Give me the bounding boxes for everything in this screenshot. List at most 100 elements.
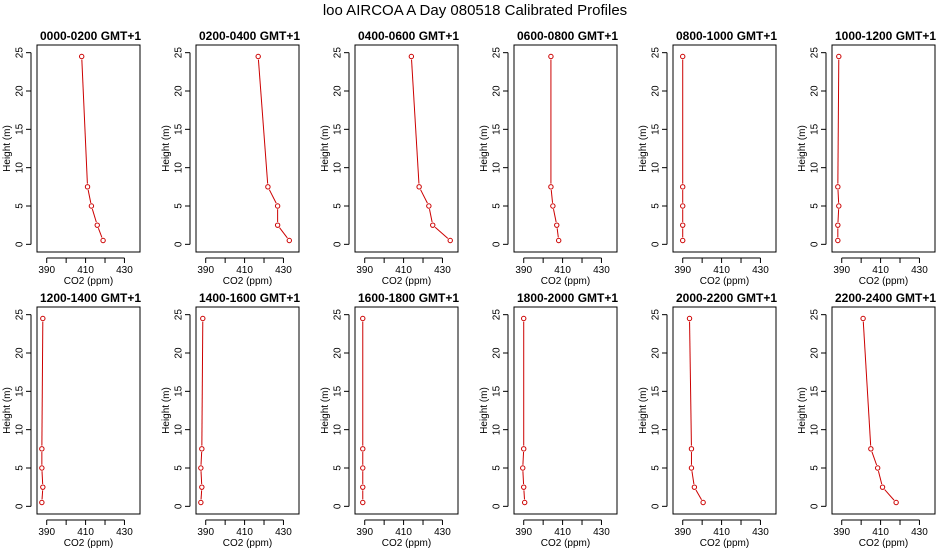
panel-title: 1000-1200 GMT+1 bbox=[835, 29, 936, 43]
profile-segment bbox=[837, 190, 840, 203]
profile-segment bbox=[871, 451, 878, 466]
data-point bbox=[198, 465, 204, 471]
x-tick-label: 410 bbox=[554, 527, 571, 538]
data-point bbox=[686, 315, 693, 322]
y-axis-label: Height (m) bbox=[797, 125, 808, 172]
data-point bbox=[360, 446, 366, 452]
data-point bbox=[554, 222, 560, 228]
plot-frame bbox=[513, 44, 618, 253]
y-tick-label: 20 bbox=[174, 347, 185, 359]
plot-frame bbox=[672, 44, 777, 253]
x-tick-label: 410 bbox=[713, 265, 730, 276]
data-point bbox=[360, 499, 366, 506]
panel-title: 0000-0200 GMT+1 bbox=[40, 29, 141, 43]
y-axis-label: Height (m) bbox=[638, 387, 649, 434]
y-tick-label: 15 bbox=[333, 385, 344, 397]
x-tick-label: 410 bbox=[236, 265, 253, 276]
data-point bbox=[286, 237, 292, 244]
y-tick-label: 15 bbox=[492, 385, 503, 397]
profile-segment bbox=[523, 490, 525, 500]
plot-frame bbox=[36, 44, 141, 253]
y-tick-label: 25 bbox=[492, 309, 503, 321]
profile-segment bbox=[837, 209, 840, 222]
y-tick-label: 25 bbox=[15, 47, 26, 59]
data-point bbox=[426, 203, 432, 209]
y-tick-label: 10 bbox=[810, 424, 821, 436]
y-tick-label: 10 bbox=[810, 162, 821, 174]
plot-frame bbox=[831, 306, 936, 515]
data-point bbox=[274, 222, 281, 228]
x-axis-label: CO2 (ppm) bbox=[64, 276, 113, 287]
y-tick-label: 20 bbox=[15, 85, 26, 97]
x-tick-label: 390 bbox=[515, 265, 532, 276]
x-tick-label: 390 bbox=[833, 265, 850, 276]
y-tick-label: 0 bbox=[810, 241, 821, 247]
x-tick-label: 430 bbox=[593, 527, 610, 538]
plot-frame bbox=[195, 44, 300, 253]
data-point bbox=[521, 499, 528, 506]
x-tick-label: 410 bbox=[554, 265, 571, 276]
y-tick-label: 25 bbox=[15, 309, 26, 321]
data-point bbox=[835, 237, 841, 244]
data-point bbox=[548, 184, 554, 190]
x-axis-label: CO2 (ppm) bbox=[223, 276, 272, 287]
y-tick-label: 10 bbox=[492, 162, 503, 174]
y-tick-label: 20 bbox=[810, 85, 821, 97]
data-point bbox=[550, 203, 556, 209]
y-axis-label: Height (m) bbox=[797, 387, 808, 434]
profile-segment bbox=[420, 189, 428, 204]
y-tick-label: 5 bbox=[810, 203, 821, 209]
data-point bbox=[688, 465, 695, 471]
data-point bbox=[40, 484, 46, 490]
y-tick-label: 10 bbox=[15, 162, 26, 174]
y-tick-label: 5 bbox=[651, 203, 662, 209]
data-point bbox=[835, 222, 841, 228]
y-tick-label: 0 bbox=[174, 241, 185, 247]
x-tick-label: 390 bbox=[674, 265, 691, 276]
x-tick-label: 410 bbox=[395, 527, 412, 538]
profile-segment bbox=[695, 489, 702, 500]
y-tick-label: 10 bbox=[333, 424, 344, 436]
y-tick-label: 5 bbox=[15, 203, 26, 209]
data-point bbox=[680, 203, 686, 209]
y-tick-label: 20 bbox=[810, 347, 821, 359]
y-axis-label: Height (m) bbox=[161, 387, 172, 434]
x-axis-label: CO2 (ppm) bbox=[541, 276, 590, 287]
profile-segment bbox=[41, 321, 44, 446]
panel-title: 1200-1400 GMT+1 bbox=[40, 291, 141, 305]
y-tick-label: 5 bbox=[333, 203, 344, 209]
profile-segment bbox=[556, 228, 559, 238]
data-point bbox=[39, 446, 45, 452]
y-tick-label: 25 bbox=[492, 47, 503, 59]
data-point bbox=[199, 484, 205, 490]
profile-segment bbox=[522, 471, 525, 484]
y-tick-label: 5 bbox=[651, 465, 662, 471]
panel-title: 2200-2400 GMT+1 bbox=[835, 291, 936, 305]
plot-frame bbox=[354, 306, 459, 515]
profile-segment bbox=[268, 189, 277, 204]
profile-segment bbox=[200, 471, 203, 484]
y-tick-label: 15 bbox=[651, 123, 662, 135]
x-axis-label: CO2 (ppm) bbox=[64, 538, 113, 549]
y-tick-label: 10 bbox=[174, 424, 185, 436]
data-point bbox=[199, 446, 205, 452]
data-point bbox=[835, 184, 841, 190]
data-point bbox=[688, 446, 695, 452]
x-tick-label: 390 bbox=[356, 265, 373, 276]
x-tick-label: 390 bbox=[38, 265, 55, 276]
data-point bbox=[416, 184, 422, 190]
x-tick-label: 410 bbox=[395, 265, 412, 276]
y-tick-label: 0 bbox=[333, 503, 344, 509]
y-tick-label: 0 bbox=[333, 241, 344, 247]
profile-segment bbox=[201, 321, 204, 446]
y-tick-label: 20 bbox=[174, 85, 185, 97]
data-point bbox=[78, 53, 85, 60]
